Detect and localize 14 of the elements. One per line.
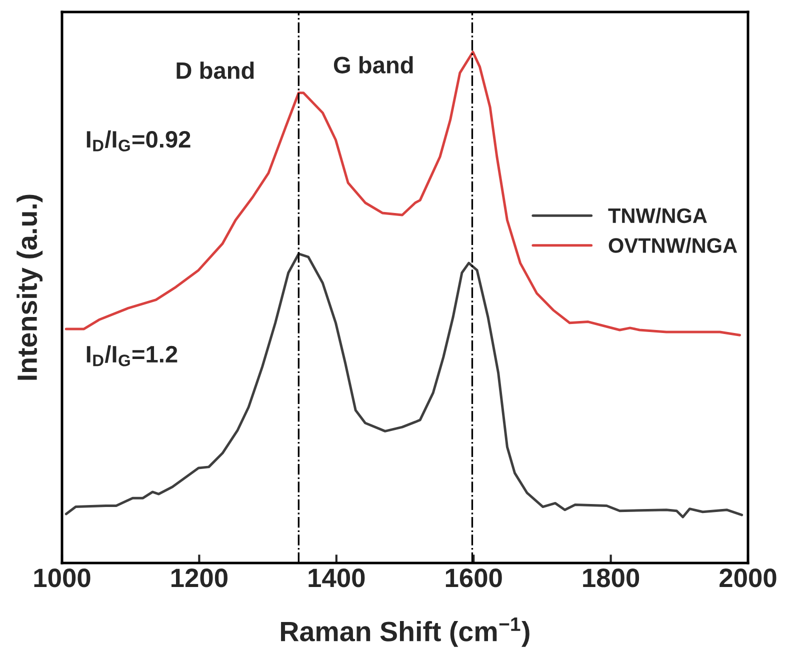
annotation: I$_{D}$/I$_{G}$=1.2	[86, 345, 178, 366]
x-tick-label: 2000	[720, 568, 776, 588]
x-tick-label: 1600	[446, 568, 502, 588]
x-axis-title: Raman Shift (cm$^{−1}$)	[281, 617, 530, 647]
annotation: I$_{D}$/I$_{G}$=0.92	[86, 130, 190, 152]
x-tick-label: 1000	[34, 568, 90, 588]
annotation: G band	[334, 56, 413, 74]
legend-label: TNW/NGA	[608, 208, 707, 224]
x-tick-label: 1800	[583, 568, 640, 588]
x-tick-label: 1200	[172, 568, 228, 588]
legend-label: OVTNW/NGA	[608, 238, 738, 254]
x-tick-label: 1400	[308, 568, 365, 588]
y-axis-title: Intensity (a.u.)	[16, 194, 43, 380]
annotation: D band	[176, 62, 254, 79]
